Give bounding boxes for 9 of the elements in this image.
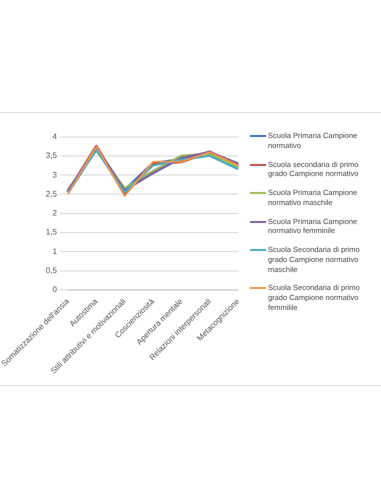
y-tick-label: 3 <box>52 170 58 180</box>
y-tick-label: 1 <box>52 246 58 256</box>
y-tick-label: 1,5 <box>46 228 58 237</box>
y-tick-label: 0,5 <box>46 266 58 275</box>
y-tick-label: 2 <box>52 208 58 218</box>
y-tick-label: 4 <box>52 132 58 142</box>
y-tick-label: 0 <box>52 285 58 294</box>
y-tick-label: 3,5 <box>46 151 58 160</box>
y-tick-label: 2,5 <box>46 189 58 198</box>
